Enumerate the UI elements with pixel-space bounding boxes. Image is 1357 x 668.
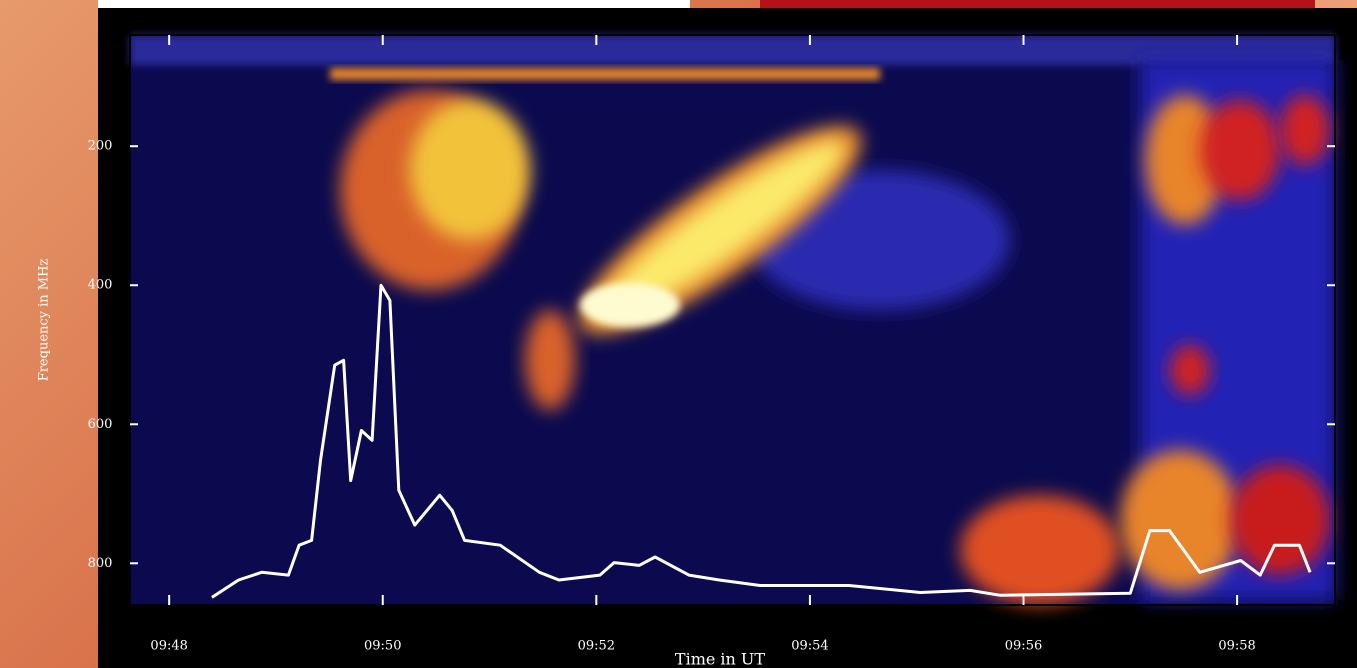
- spectrogram-blob: [596, 140, 844, 320]
- spectrogram-blob: [525, 310, 575, 410]
- x-tick-label: 09:52: [578, 639, 615, 654]
- spectrogram-blob: [410, 100, 530, 240]
- x-tick-label: 09:56: [1005, 639, 1042, 654]
- light-curve: [211, 283, 1312, 599]
- y-axis-label: Frequency in MHz: [37, 259, 52, 382]
- spectrogram-blob: [1170, 345, 1210, 395]
- plot-border: [129, 34, 1336, 606]
- x-axis-label: Time in UT: [675, 650, 766, 668]
- spectrogram-blob: [1230, 465, 1330, 575]
- x-tick-label: 09:48: [150, 639, 187, 654]
- spectrogram-blob: [1280, 95, 1330, 165]
- x-tick-label: 09:50: [364, 639, 401, 654]
- top-strip: [98, 0, 690, 8]
- y-tick-label: 400: [88, 278, 113, 293]
- x-tick-label: 09:54: [791, 639, 828, 654]
- spectrogram-blob: [1120, 450, 1240, 590]
- spectrogram: [130, 35, 1335, 605]
- spectrogram-blob: [580, 283, 680, 327]
- y-tick-label: 200: [88, 139, 113, 154]
- y-tick-label: 800: [88, 556, 113, 571]
- spectrogram-blob: [960, 495, 1120, 605]
- x-tick-label: 09:58: [1218, 639, 1255, 654]
- top-bar: [760, 0, 1315, 10]
- spectrogram-band: [130, 35, 1335, 65]
- spectrogram-blob: [1200, 100, 1280, 200]
- y-tick-label: 600: [88, 417, 113, 432]
- spectrogram-blob: [330, 68, 880, 80]
